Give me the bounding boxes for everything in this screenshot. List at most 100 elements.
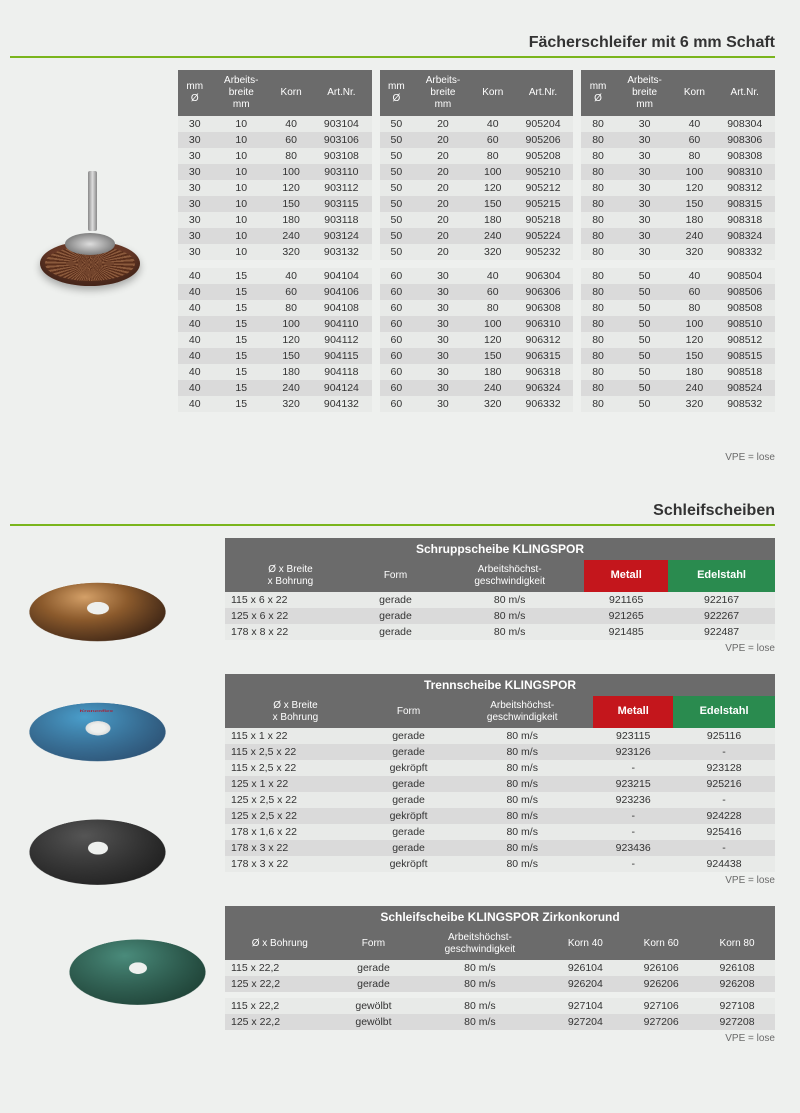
- cell: 180: [271, 364, 311, 380]
- cell: 50: [380, 116, 413, 132]
- col-header: Form: [356, 560, 435, 592]
- cell: 80: [581, 212, 614, 228]
- cell: 100: [473, 316, 513, 332]
- cell: 903112: [311, 180, 372, 196]
- cell: 905212: [513, 180, 574, 196]
- cell: 115 x 6 x 22: [225, 592, 356, 608]
- cell: 903104: [311, 116, 372, 132]
- cell: 150: [271, 348, 311, 364]
- cell: 927206: [623, 1014, 699, 1030]
- cell: 30: [413, 332, 473, 348]
- cell: 15: [211, 268, 271, 284]
- cell: 30: [413, 380, 473, 396]
- col-header: Art.Nr.: [513, 70, 574, 116]
- cell: 905224: [513, 228, 574, 244]
- col-header: Form: [366, 696, 451, 728]
- cell: 903106: [311, 132, 372, 148]
- col-header: Arbeitshöchst-geschwindigkeit: [451, 696, 593, 728]
- cell: 40: [473, 268, 513, 284]
- cell: 30: [615, 228, 675, 244]
- col-header: Edelstahl: [673, 696, 775, 728]
- cell: 40: [178, 300, 211, 316]
- cell: 100: [674, 316, 714, 332]
- cell: 80: [581, 268, 614, 284]
- cell: 903118: [311, 212, 372, 228]
- vpe-note-1: VPE = lose: [10, 452, 775, 463]
- cell: 30: [615, 164, 675, 180]
- cell: 60: [674, 284, 714, 300]
- cell: 903108: [311, 148, 372, 164]
- cell: 240: [271, 228, 311, 244]
- cell: 80: [581, 396, 614, 412]
- cell: 240: [674, 228, 714, 244]
- table-row: [581, 260, 775, 268]
- cell: 10: [211, 116, 271, 132]
- table-row: 8050320908532: [581, 396, 775, 412]
- cell: -: [593, 808, 673, 824]
- cell: 80: [674, 300, 714, 316]
- col-header: Korn: [271, 70, 311, 116]
- cell: 904104: [311, 268, 372, 284]
- table-row: 3010240903124: [178, 228, 372, 244]
- cell: gewölbt: [335, 1014, 413, 1030]
- cell: 30: [615, 116, 675, 132]
- cell: 908504: [714, 268, 775, 284]
- table-row: 8030320908332: [581, 244, 775, 260]
- table-row: 3010150903115: [178, 196, 372, 212]
- cell: 908512: [714, 332, 775, 348]
- cell: 320: [473, 396, 513, 412]
- table-row: 8050150908515: [581, 348, 775, 364]
- table-row: 803060908306: [581, 132, 775, 148]
- col-header: Arbeits-breitemm: [413, 70, 473, 116]
- cell: 60: [271, 284, 311, 300]
- table-row: 502040905204: [380, 116, 574, 132]
- cell: 60: [674, 132, 714, 148]
- table-row: 8050240908524: [581, 380, 775, 396]
- flap-disc-teal-image: [60, 939, 215, 1004]
- cell: 180: [271, 212, 311, 228]
- cell: 15: [211, 300, 271, 316]
- cell: 926204: [547, 976, 623, 992]
- cell: 30: [615, 212, 675, 228]
- cell: 80: [581, 244, 614, 260]
- cell: 908518: [714, 364, 775, 380]
- cell: 908324: [714, 228, 775, 244]
- cell: 80: [674, 148, 714, 164]
- table-row: 401560904106: [178, 284, 372, 300]
- col-header: mmØ: [380, 70, 413, 116]
- cell: 40: [178, 348, 211, 364]
- vpe-note: VPE = lose: [225, 1033, 775, 1044]
- cell: 178 x 8 x 22: [225, 624, 356, 640]
- cell: 125 x 22,2: [225, 976, 335, 992]
- table-row: 115 x 2,5 x 22gekröpft80 m/s-923128: [225, 760, 775, 776]
- table-row: [178, 260, 372, 268]
- col-header: Ø x Breitex Bohrung: [225, 696, 366, 728]
- table-row: 8050180908518: [581, 364, 775, 380]
- table-row: 301080903108: [178, 148, 372, 164]
- cell: gerade: [366, 840, 451, 856]
- cell: 923436: [593, 840, 673, 856]
- cell: 80: [581, 196, 614, 212]
- table-row: 401540904104: [178, 268, 372, 284]
- cell: 906306: [513, 284, 574, 300]
- table-row: 805080908508: [581, 300, 775, 316]
- col-header: mmØ: [178, 70, 211, 116]
- table-row: 178 x 3 x 22gekröpft80 m/s-924438: [225, 856, 775, 872]
- cell: 80 m/s: [435, 592, 584, 608]
- cell: 150: [674, 196, 714, 212]
- cell: 50: [615, 316, 675, 332]
- table-row: 5020150905215: [380, 196, 574, 212]
- cell: 100: [473, 164, 513, 180]
- cell: 60: [380, 268, 413, 284]
- cell: 80 m/s: [412, 998, 547, 1014]
- cell: 926208: [699, 976, 775, 992]
- cell: 40: [271, 116, 311, 132]
- cell: 80: [581, 380, 614, 396]
- cell: 30: [615, 244, 675, 260]
- col-header: Korn: [674, 70, 714, 116]
- cell: 908318: [714, 212, 775, 228]
- cell: 30: [615, 132, 675, 148]
- col-header: Korn 60: [623, 928, 699, 960]
- cell: 120: [674, 180, 714, 196]
- three-tables: mmØArbeits-breitemmKornArt.Nr.3010409031…: [178, 70, 775, 412]
